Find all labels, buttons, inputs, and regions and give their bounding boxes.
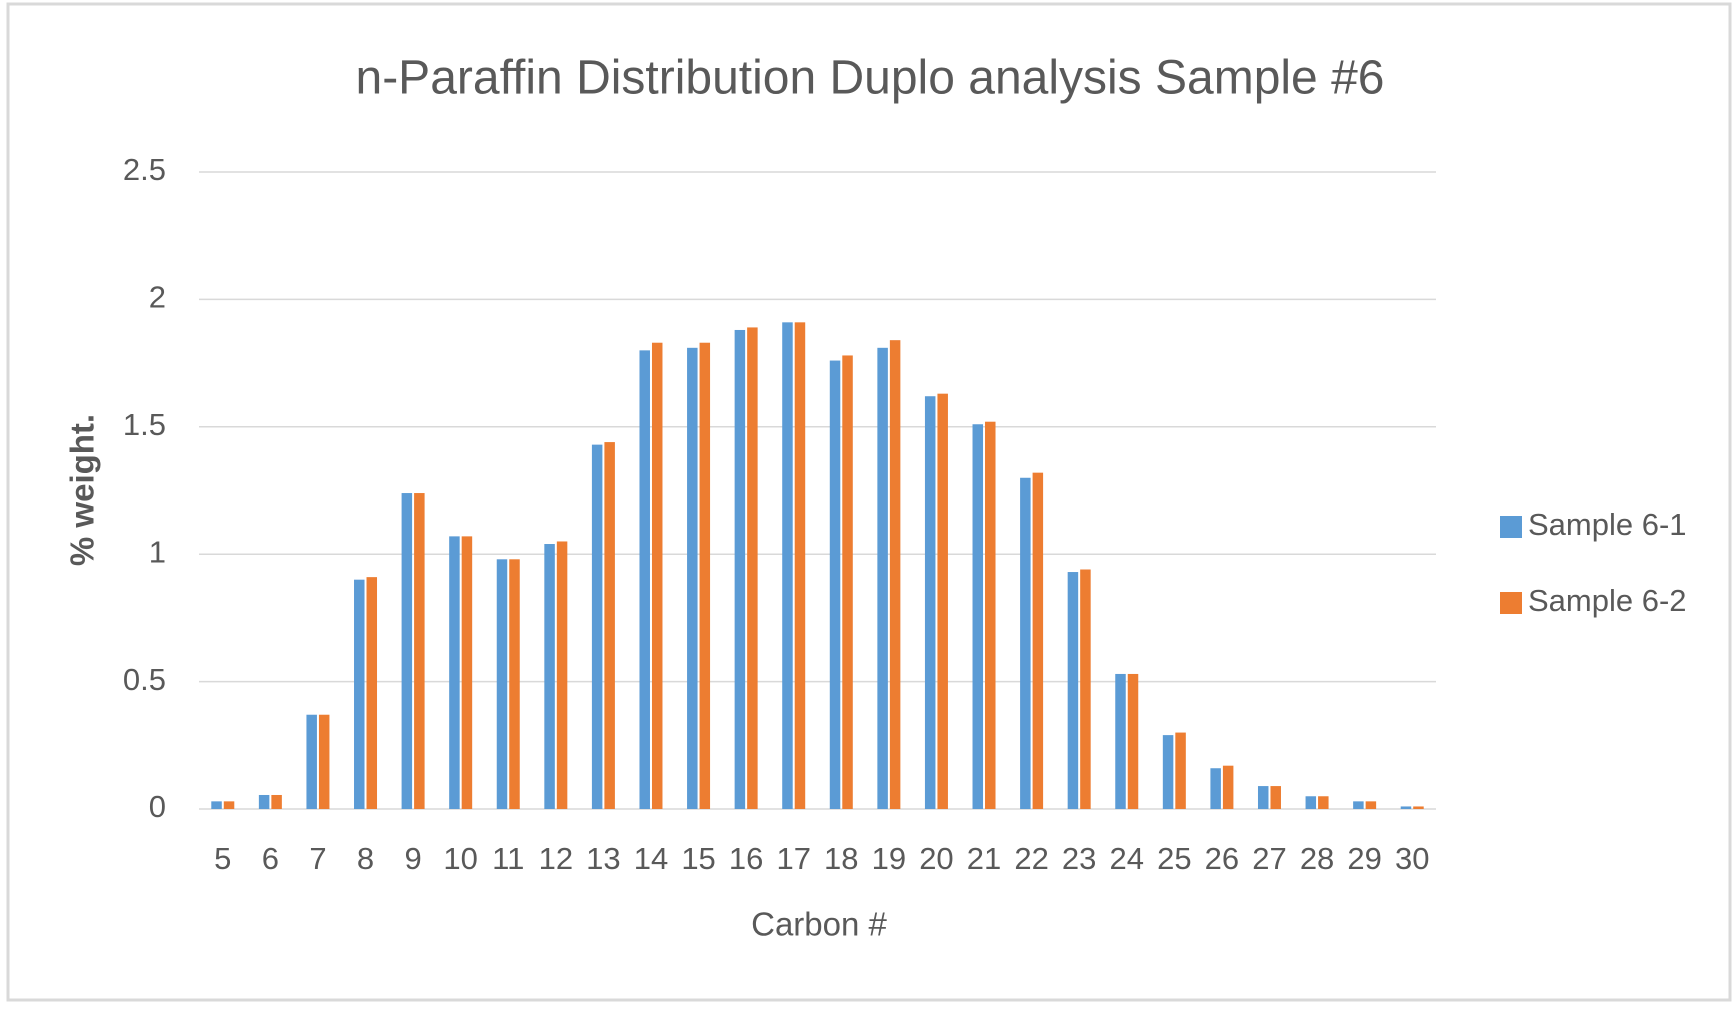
bar	[924, 396, 936, 809]
bar	[354, 579, 365, 809]
bar	[258, 794, 270, 809]
bar	[509, 559, 520, 809]
x-tick-label: 6	[262, 841, 279, 876]
bar	[972, 424, 984, 809]
bar	[985, 421, 996, 809]
y-tick-label: 2	[149, 280, 166, 315]
legend-label: Sample 6-2	[1528, 583, 1687, 618]
x-tick-label: 21	[967, 841, 1001, 876]
x-tick-label: 5	[214, 841, 231, 876]
chart-border	[6, 2, 1732, 1002]
x-tick-label: 9	[404, 841, 421, 876]
bar	[1020, 477, 1031, 809]
bar	[544, 544, 555, 809]
legend-swatch	[1500, 592, 1522, 614]
y-tick-label: 0.5	[123, 662, 166, 697]
x-tick-label: 12	[539, 841, 573, 876]
x-tick-label: 16	[729, 841, 763, 876]
x-tick-label: 28	[1300, 841, 1334, 876]
bar	[223, 801, 235, 809]
x-tick-label: 29	[1347, 841, 1381, 876]
x-tick-label: 30	[1395, 841, 1429, 876]
x-tick-label: 18	[824, 841, 858, 876]
bar	[591, 444, 603, 809]
bar	[1162, 735, 1174, 809]
bar	[1365, 801, 1377, 809]
bar	[782, 322, 793, 809]
x-tick-label: 13	[586, 841, 620, 876]
bar	[937, 393, 948, 809]
bar	[639, 350, 650, 809]
legend-swatch	[1500, 516, 1522, 538]
bar	[1222, 765, 1234, 809]
y-tick-label: 1	[149, 534, 166, 569]
bar	[842, 355, 853, 809]
y-tick-label: 2.5	[123, 152, 166, 187]
bar	[877, 347, 888, 809]
bar	[1175, 732, 1186, 809]
bar	[306, 714, 317, 809]
bar	[889, 340, 901, 809]
x-tick-label: 7	[309, 841, 326, 876]
bar	[1115, 673, 1126, 809]
bar	[449, 536, 460, 809]
x-tick-label: 8	[357, 841, 374, 876]
x-tick-label: 27	[1252, 841, 1286, 876]
bar	[604, 442, 615, 809]
y-tick-label: 1.5	[123, 407, 166, 442]
bar	[1210, 768, 1221, 809]
bar	[496, 559, 508, 809]
chart-title: n-Paraffin Distribution Duplo analysis S…	[356, 52, 1385, 105]
x-tick-label: 15	[681, 841, 715, 876]
bar	[651, 342, 663, 809]
bar	[1067, 572, 1079, 809]
bar	[747, 327, 758, 809]
x-tick-label: 26	[1205, 841, 1239, 876]
x-axis-title: Carbon #	[751, 906, 887, 943]
bar	[366, 577, 378, 809]
bar	[1353, 801, 1364, 809]
bar	[1032, 472, 1044, 809]
bar	[687, 347, 698, 809]
bar	[1257, 786, 1269, 809]
bar	[1413, 806, 1424, 809]
y-axis-title: % weight.	[64, 414, 101, 566]
bar	[1318, 796, 1329, 809]
bar	[401, 493, 413, 809]
x-tick-label: 10	[443, 841, 477, 876]
bar	[699, 342, 711, 809]
bar	[211, 801, 222, 809]
x-tick-label: 14	[634, 841, 668, 876]
legend-label: Sample 6-1	[1528, 507, 1687, 542]
bar	[1080, 569, 1091, 809]
bar	[794, 322, 806, 809]
x-tick-label: 22	[1014, 841, 1048, 876]
bar	[1127, 673, 1139, 809]
x-tick-label: 20	[919, 841, 953, 876]
y-tick-label: 0	[149, 789, 166, 824]
bar	[556, 541, 568, 809]
x-tick-label: 19	[872, 841, 906, 876]
bar	[461, 536, 473, 809]
bar	[829, 360, 841, 809]
bar	[1305, 796, 1317, 809]
bar	[271, 794, 282, 809]
x-tick-label: 24	[1110, 841, 1144, 876]
x-tick-label: 23	[1062, 841, 1096, 876]
bar	[1400, 806, 1412, 809]
x-tick-label: 25	[1157, 841, 1191, 876]
x-tick-label: 11	[492, 841, 524, 876]
bar	[1270, 786, 1281, 809]
bar	[414, 493, 425, 809]
bar	[318, 714, 330, 809]
bar	[734, 329, 746, 809]
x-tick-label: 17	[776, 841, 810, 876]
